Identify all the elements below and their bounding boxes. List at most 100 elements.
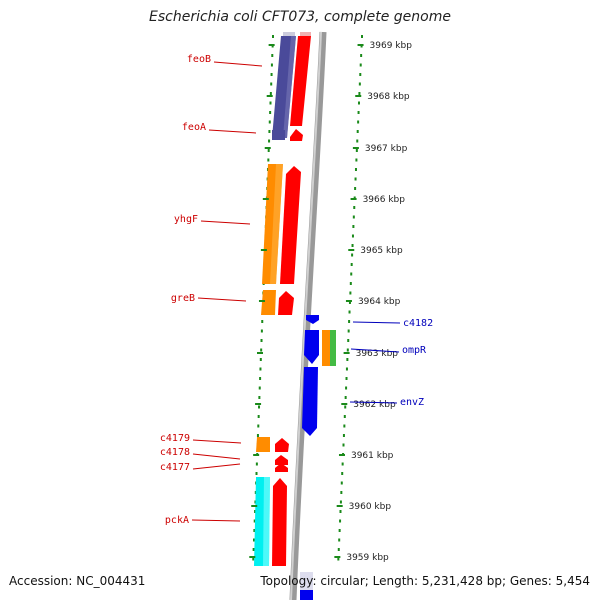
tick-dot [356,139,359,143]
tick-dot [347,329,350,333]
gene-label-c4182[interactable]: c4182 [403,318,433,329]
feature-yhgF-cds [280,166,301,284]
tick-dot [258,386,261,390]
kbp-tick-label: 3969 kbp [370,41,413,51]
tick-dot [344,405,347,409]
tick-dot [268,120,271,124]
tick-dot [353,206,356,209]
kbp-major-tick [334,556,341,558]
map-title: Escherichia coli CFT073, complete genome [149,9,451,25]
kbp-major-tick [336,505,343,507]
feature-ompR-product-orange [322,330,330,366]
tick-dot [267,149,270,152]
kbp-tick-label: 3966 kbp [363,195,406,205]
tick-dot [359,63,362,67]
tick-dot [344,396,347,399]
tick-dot [270,63,273,67]
tick-dot [345,367,348,371]
feature-feoA-product [272,130,285,140]
gene-leader-line [197,297,247,302]
tick-dot [257,424,260,428]
tick-dot [342,434,345,437]
tick-dot [258,396,261,399]
kbp-major-tick [345,300,352,302]
gene-leader-line [349,401,398,404]
gene-label-c4179[interactable]: c4179 [160,433,190,444]
gene-label-pckA[interactable]: pckA [165,515,189,526]
tick-dot [252,548,255,551]
tick-dot [253,519,256,523]
feature-ompR-cds [304,330,319,364]
kbp-major-tick [348,249,355,251]
tick-dot [339,510,342,513]
kbp-major-tick-inner [262,198,269,200]
kbp-tick-label: 3960 kbp [349,502,392,512]
kbp-major-tick [357,44,364,46]
tick-dot [354,187,357,190]
kbp-major-tick [343,352,350,354]
gene-label-c4178[interactable]: c4178 [160,447,190,458]
feature-c4182-cds [306,315,319,324]
tick-dot [350,263,353,266]
kbp-tick-labels: 3969 kbp 3968 kbp 3967 kbp 3966 kbp 3965 kbp… [249,41,412,563]
feature-pckA-product-highlight [263,477,270,566]
left-gene-labels: feoB feoA yhgF greB c4179 c4178 c4177 pckA [160,54,263,526]
tick-dot [258,405,261,409]
tick-dot [338,529,341,532]
tick-dot [347,339,350,342]
tick-dot [259,367,262,371]
feature-bottom-blue [300,590,313,600]
tick-dot [256,434,259,437]
tick-dot [352,215,355,219]
tick-dot [268,139,271,143]
gene-label-feoB[interactable]: feoB [187,54,211,65]
tick-dot [340,491,343,494]
tick-dot [267,158,270,162]
feature-feoB-cds [290,36,311,126]
tick-dot [357,101,360,105]
gene-leader-line [192,453,241,460]
gene-label-c4177[interactable]: c4177 [160,462,190,473]
tick-dot [346,348,349,352]
kbp-major-tick-inner [266,95,273,97]
feature-top-faint-purple [283,32,295,36]
kbp-major-tick-inner [258,300,265,302]
gene-leader-line [192,439,242,444]
gene-label-envZ[interactable]: envZ [400,397,424,408]
tick-dot [342,443,345,447]
gene-leader-line [352,321,401,324]
accession-text: Accession: NC_004431 [9,574,146,588]
tick-dot [261,320,264,323]
tick-dot [359,73,362,76]
gene-label-ompR[interactable]: ompR [402,345,427,356]
tick-dot [253,538,255,542]
feature-greB-cds [278,291,294,315]
gene-label-greB[interactable]: greB [171,293,195,304]
gene-label-yhgF[interactable]: yhgF [174,214,198,225]
feature-c4177-cds [275,463,288,472]
feature-greB-product [261,290,276,315]
kbp-tick-label: 3963 kbp [356,349,399,359]
tick-dot [350,272,353,276]
tick-dot [269,111,272,114]
genome-backbone [289,31,327,600]
feature-feoA-cds [290,129,303,141]
tick-dot [270,73,273,76]
feature-pckA-cds [272,478,287,566]
tick-dot [257,415,260,418]
gene-label-feoA[interactable]: feoA [182,122,206,133]
kbp-tick-label: 3967 kbp [365,144,408,154]
kbp-tick-label: 3964 kbp [358,297,401,307]
kbp-major-tick [352,147,359,149]
gene-leader-line [350,348,400,353]
tick-dot [253,529,256,532]
kbp-major-tick [341,403,348,405]
kbp-tick-label: 3962 kbp [353,400,396,410]
tick-dot [349,291,352,295]
tick-dot [260,348,263,352]
kbp-major-tick-inner [253,454,260,456]
kbp-major-tick-inner [251,505,258,507]
tick-dot [260,329,263,333]
